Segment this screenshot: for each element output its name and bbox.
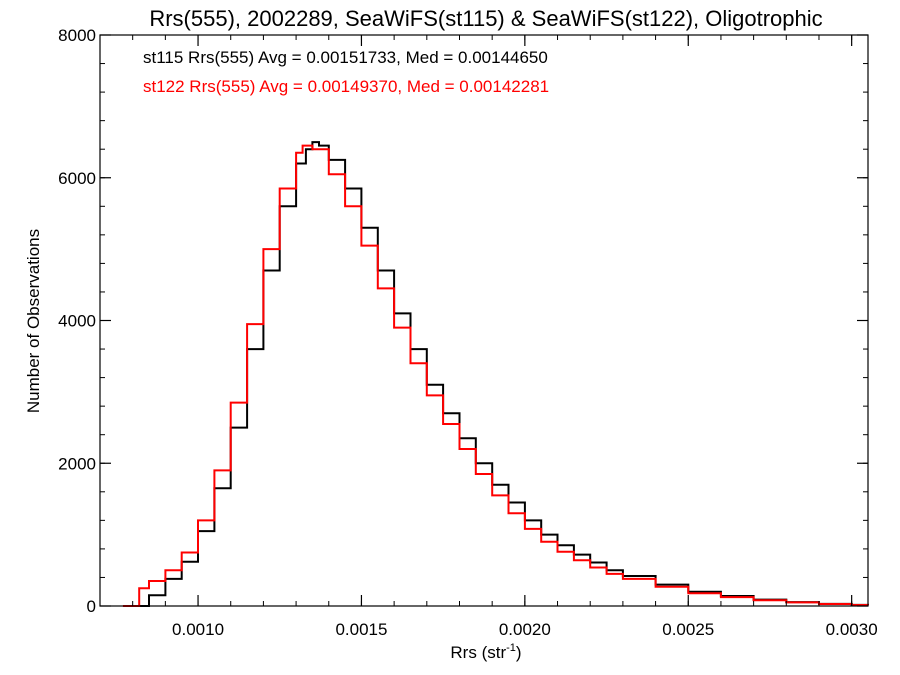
x-axis-label-sup: -1	[506, 642, 516, 654]
legend-entry-st122: st122 Rrs(555) Avg = 0.00149370, Med = 0…	[143, 77, 549, 96]
x-tick-label: 0.0025	[662, 620, 714, 639]
y-axis-label: Number of Observations	[24, 229, 43, 413]
chart-title: Rrs(555), 2002289, SeaWiFS(st115) & SeaW…	[149, 6, 822, 31]
series-line-st122	[122, 144, 869, 607]
y-tick-label: 0	[87, 597, 96, 616]
series-line-st115	[132, 141, 869, 607]
x-axis-label-base: Rrs (str	[450, 643, 506, 662]
x-tick-label: 0.0030	[826, 620, 878, 639]
x-tick-label: 0.0020	[499, 620, 551, 639]
legend-entry-st115: st115 Rrs(555) Avg = 0.00151733, Med = 0…	[143, 48, 548, 67]
y-tick-label: 4000	[58, 312, 96, 331]
ticks-layer: 0.0010 0.0015 0.0020 0.0025 0.0030 0 2000 4000 6…	[58, 26, 877, 639]
x-tick-label: 0.0010	[172, 620, 224, 639]
legend: st115 Rrs(555) Avg = 0.00151733, Med = 0…	[143, 48, 549, 96]
x-axis-label-tail: )	[516, 643, 522, 662]
y-tick-label: 6000	[58, 169, 96, 188]
x-axis-label: Rrs (str-1)	[450, 642, 521, 662]
y-tick-label: 2000	[58, 454, 96, 473]
x-tick-label: 0.0015	[335, 620, 387, 639]
series-layer	[122, 141, 869, 607]
y-tick-label: 8000	[58, 26, 96, 45]
